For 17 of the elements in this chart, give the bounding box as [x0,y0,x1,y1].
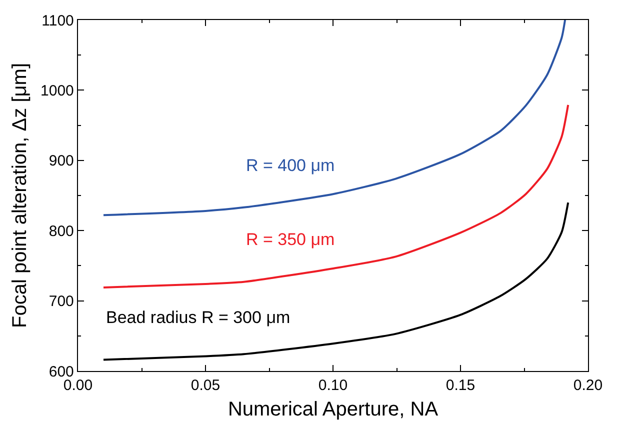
series-label: R = 400 μm [246,156,335,175]
x-tick-label: 0.10 [318,377,348,394]
series-label: R = 350 μm [246,230,335,249]
x-axis-title: Numerical Aperture, NA [228,398,439,421]
x-tick-label: 0.05 [190,377,220,394]
y-tick-label: 1100 [42,12,74,30]
y-tick-label: 1000 [40,82,74,100]
line-series [102,20,566,216]
x-tick-label: 0.15 [446,377,476,394]
y-tick-label: 800 [48,222,74,240]
y-tick-label: 700 [48,293,74,310]
x-tick-label: 0.20 [573,377,603,394]
series-label: Bead radius R = 300 μm [106,308,290,327]
line-series [102,202,570,361]
y-tick-label: 900 [48,152,74,170]
line-series [102,104,570,288]
y-axis-title: Focal point alteration, Δz [μm] [9,63,32,328]
